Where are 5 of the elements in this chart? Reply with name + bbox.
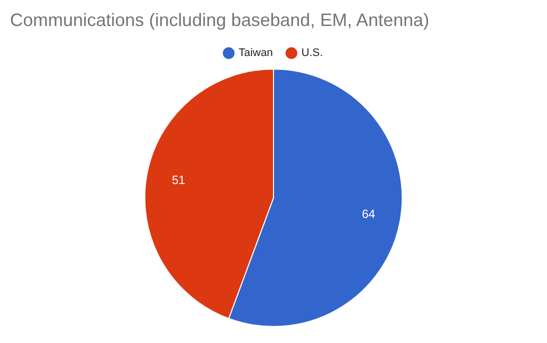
- chart-title: Communications (including baseband, EM, Antenna): [10, 10, 430, 30]
- legend-label: Taiwan: [238, 47, 273, 60]
- legend-label: U.S.: [301, 47, 323, 60]
- data-label: 51: [172, 173, 186, 188]
- data-label: 64: [362, 207, 376, 222]
